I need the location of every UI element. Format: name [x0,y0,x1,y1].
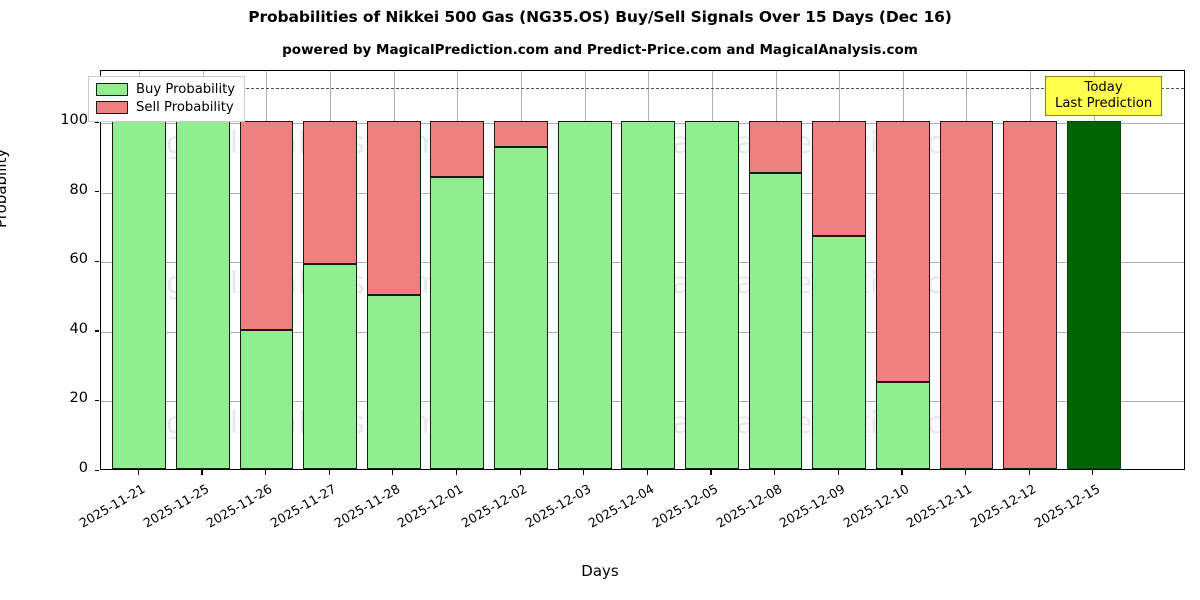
legend-item[interactable]: Buy Probability [96,82,235,97]
x-tick-mark [137,470,139,475]
y-tick-mark [95,399,99,402]
bar-segment-buy[interactable] [748,173,803,469]
bar-segment-buy[interactable] [366,295,421,469]
bar-segment-sell[interactable] [430,121,485,177]
x-tick-mark [455,470,458,475]
bar-segment-buy[interactable] [685,121,739,469]
y-tick-label: 20 [69,390,88,407]
today-annotation: Today Last Prediction [1045,76,1163,117]
page-title: Probabilities of Nikkei 500 Gas (NG35.OS… [248,8,952,26]
bar-group[interactable] [939,71,994,469]
bar-group[interactable] [812,71,867,469]
legend-swatch-buy-icon [96,83,128,96]
bar-segment-sell[interactable] [748,121,803,174]
bar-group[interactable] [621,71,676,469]
bar-group[interactable] [239,71,294,469]
x-tick-mark [964,470,967,475]
today-label-line1: Today [1084,80,1123,95]
y-tick-label: 60 [69,251,88,268]
bar-segment-buy[interactable] [557,121,612,469]
bar-segment-buy[interactable] [875,382,930,469]
x-tick-mark [392,470,394,475]
y-tick-mark [95,191,99,193]
legend-swatch-sell-icon [96,101,128,114]
legend-label: Sell Probability [136,100,234,115]
plot-inner: MagicalAnalysis.comMagicalPrediction.com… [101,71,1184,469]
page-subtitle: powered by MagicalPrediction.com and Pre… [282,42,918,58]
bar-group[interactable] [1066,71,1121,469]
y-tick-mark [95,469,99,471]
x-tick-mark [774,470,776,475]
y-tick-label: 40 [69,320,88,337]
bar-segment-sell[interactable] [239,121,294,330]
bar-group[interactable] [748,71,803,469]
bar-segment-sell[interactable] [812,121,867,236]
x-tick-mark [1092,470,1094,475]
x-tick-mark [837,470,839,475]
bar-segment-sell[interactable] [303,121,357,264]
bar-segment-sell[interactable] [366,121,421,296]
legend-item[interactable]: Sell Probability [96,100,235,115]
plot-area: MagicalAnalysis.comMagicalPrediction.com… [100,70,1185,470]
bar-group[interactable] [366,71,421,469]
y-tick-label: 0 [78,460,88,476]
legend-label: Buy Probability [136,82,236,97]
threshold-dashed-line [101,88,1184,90]
x-tick-mark [646,470,648,475]
y-tick-mark [95,260,99,262]
x-tick-mark [201,470,203,475]
x-tick-mark [1028,470,1030,475]
bar-group[interactable] [430,71,485,469]
bar-segment-buy[interactable] [621,121,676,469]
bar-group[interactable] [1003,71,1057,469]
bar-group[interactable] [557,71,612,469]
bar-segment-buy[interactable] [175,121,230,469]
bar-segment-sell[interactable] [939,121,994,469]
bar-group[interactable] [112,71,167,469]
x-tick-mark [710,470,712,475]
bar-segment-buy[interactable] [239,329,294,469]
bar-group[interactable] [685,71,739,469]
x-tick-mark [901,470,903,475]
bar-segment-buy[interactable] [812,235,867,469]
x-axis-label: Days [581,562,619,580]
x-tick-mark [328,470,330,475]
bar-segment-buy[interactable] [303,263,357,469]
bar-group[interactable] [175,71,230,469]
bar-segment-buy[interactable] [112,121,167,469]
bar-segment-sell[interactable] [494,121,548,148]
y-tick-mark [95,330,99,332]
x-tick-mark [519,470,521,475]
bar-segment-sell[interactable] [875,121,930,383]
y-axis-label: Probability [0,148,10,228]
chart-legend: Buy Probability Sell Probability [88,76,246,122]
bar-segment-buy[interactable] [494,147,548,469]
bar-group[interactable] [303,71,357,469]
today-label-line2: Last Prediction [1055,95,1153,111]
bar-segment-sell[interactable] [1003,121,1057,469]
bar-group[interactable] [494,71,548,469]
y-tick-label: 80 [69,181,88,198]
y-tick-mark [95,121,99,123]
bar-segment-today[interactable] [1066,121,1121,469]
bar-group[interactable] [875,71,930,469]
bar-segment-buy[interactable] [430,176,485,469]
x-tick-mark [583,470,585,475]
y-tick-label: 100 [60,112,88,129]
x-tick-mark [264,470,267,475]
